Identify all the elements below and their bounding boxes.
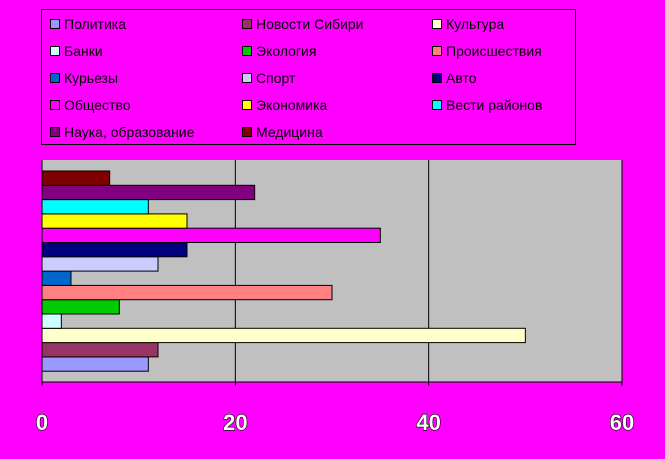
legend-item-курьезы: Курьезы: [50, 70, 118, 86]
bar-медицина: [41, 170, 111, 186]
bar-банки: [41, 313, 62, 329]
legend-label: Происшествия: [446, 43, 542, 59]
bar-политика: [41, 356, 149, 372]
legend-item-экология: Экология: [242, 43, 316, 59]
legend-label: Курьезы: [64, 70, 119, 86]
legend-item-происшествия: Происшествия: [432, 43, 542, 59]
x-tick-label: 40: [416, 410, 440, 435]
legend-label: Вести районов: [446, 97, 543, 113]
legend-item-наука-образование: Наука, образование: [50, 124, 194, 140]
legend-swatch: [242, 19, 252, 29]
bar-происшествия: [41, 284, 333, 301]
legend-item-спорт: Спорт: [242, 70, 295, 86]
bar-культура: [41, 327, 526, 344]
legend-label: Политика: [64, 16, 126, 32]
legend-item-новости-сибири: Новости Сибири: [242, 16, 363, 32]
chart-legend: Политика Новости Сибири Культура Банки Эколо…: [41, 9, 576, 145]
bar-вести-районов: [41, 199, 149, 215]
legend-swatch: [242, 46, 252, 56]
legend-item-общество: Общество: [50, 97, 131, 113]
legend-swatch: [432, 19, 442, 29]
bar-авто: [41, 242, 188, 258]
legend-swatch: [242, 100, 252, 110]
legend-label: Спорт: [256, 70, 296, 86]
legend-swatch: [50, 127, 60, 137]
bar-курьезы: [41, 270, 72, 286]
bar-общество: [41, 227, 381, 243]
legend-swatch: [242, 127, 252, 137]
x-tick-label: 0: [36, 410, 48, 435]
legend-label: Наука, образование: [64, 124, 195, 140]
bar-экология: [41, 299, 120, 315]
legend-label: Новости Сибири: [256, 16, 364, 32]
legend-swatch: [432, 46, 442, 56]
legend-item-банки: Банки: [50, 43, 103, 59]
legend-label: Экология: [256, 43, 317, 59]
legend-swatch: [50, 73, 60, 83]
x-tick-label: 60: [610, 410, 634, 435]
legend-swatch: [50, 46, 60, 56]
legend-swatch: [50, 19, 60, 29]
legend-swatch: [242, 73, 252, 83]
bar-новости-сибири: [41, 342, 159, 358]
bar-экономика: [41, 213, 188, 229]
legend-label: Авто: [446, 70, 477, 86]
bar-спорт: [41, 256, 159, 272]
legend-swatch: [50, 100, 60, 110]
x-tick-label: 20: [223, 410, 247, 435]
legend-label: Экономика: [256, 97, 328, 113]
legend-item-политика: Политика: [50, 16, 126, 32]
legend-label: Общество: [64, 97, 131, 113]
legend-label: Культура: [446, 16, 505, 32]
bar-наука-образование: [41, 184, 256, 201]
legend-swatch: [432, 73, 442, 83]
legend-item-вести-районов: Вести районов: [432, 97, 542, 113]
legend-item-культура: Культура: [432, 16, 504, 32]
legend-item-авто: Авто: [432, 70, 477, 86]
legend-swatch: [432, 100, 442, 110]
legend-label: Медицина: [256, 124, 323, 140]
legend-label: Банки: [64, 43, 103, 59]
legend-item-медицина: Медицина: [242, 124, 323, 140]
legend-item-экономика: Экономика: [242, 97, 327, 113]
